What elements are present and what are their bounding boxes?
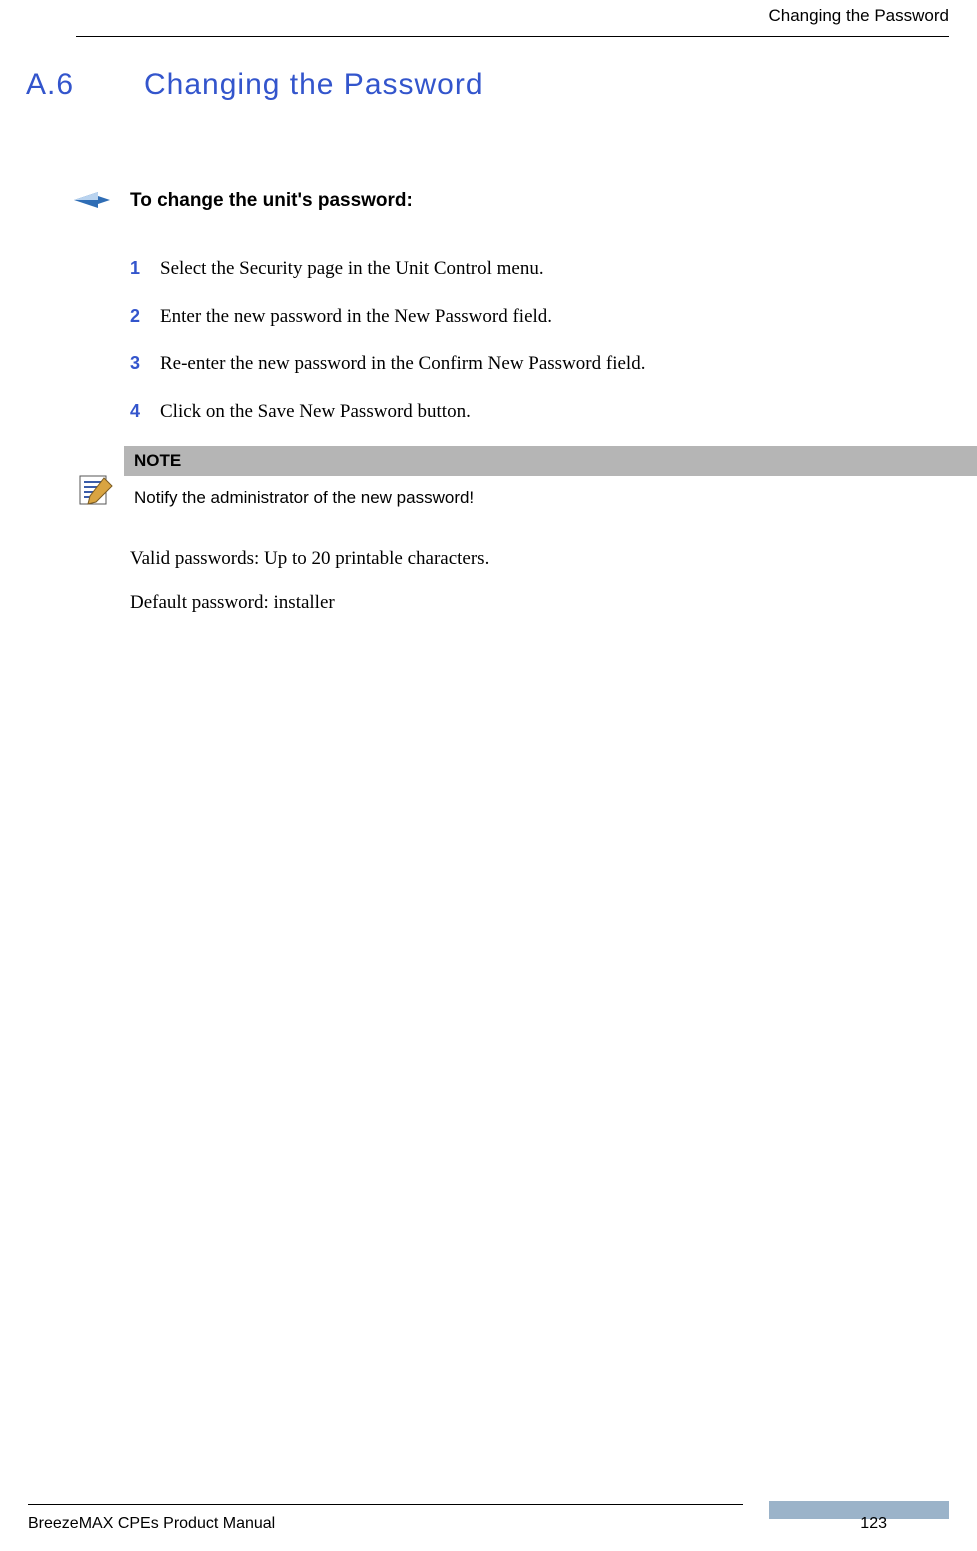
step-text: Enter the new password in the New Passwo… — [160, 304, 552, 330]
note-box: NOTE Notify the administrator of the new… — [124, 446, 977, 516]
step-text: Click on the Save New Password button. — [160, 399, 471, 425]
footer-bar — [769, 1501, 949, 1519]
header-rule — [76, 36, 949, 37]
procedure-steps: 1 Select the Security page in the Unit C… — [130, 256, 927, 447]
step-number: 4 — [130, 399, 160, 425]
step-item: 2 Enter the new password in the New Pass… — [130, 304, 927, 330]
procedure-lead-in: To change the unit's password: — [130, 190, 413, 212]
note-body: Notify the administrator of the new pass… — [124, 476, 977, 516]
running-header: Changing the Password — [76, 6, 949, 26]
step-item: 4 Click on the Save New Password button. — [130, 399, 927, 425]
step-text: Re-enter the new password in the Confirm… — [160, 351, 645, 377]
step-number: 1 — [130, 256, 160, 282]
step-item: 3 Re-enter the new password in the Confi… — [130, 351, 927, 377]
step-item: 1 Select the Security page in the Unit C… — [130, 256, 927, 282]
step-number: 3 — [130, 351, 160, 377]
default-password-text: Default password: installer — [130, 592, 927, 614]
note-icon — [74, 470, 114, 515]
note-label: NOTE — [124, 446, 977, 476]
step-text: Select the Security page in the Unit Con… — [160, 256, 544, 282]
valid-passwords-text: Valid passwords: Up to 20 printable char… — [130, 548, 927, 570]
footer-page-number: 123 — [860, 1515, 887, 1533]
page: Changing the Password A.6Changing the Pa… — [0, 0, 977, 1551]
arrow-icon — [74, 190, 114, 215]
section-number: A.6 — [26, 68, 144, 102]
step-number: 2 — [130, 304, 160, 330]
footer-rule — [28, 1504, 743, 1505]
footer-doc-title: BreezeMAX CPEs Product Manual — [28, 1515, 275, 1533]
section-title: Changing the Password — [144, 68, 484, 101]
section-heading: A.6Changing the Password — [26, 68, 484, 102]
